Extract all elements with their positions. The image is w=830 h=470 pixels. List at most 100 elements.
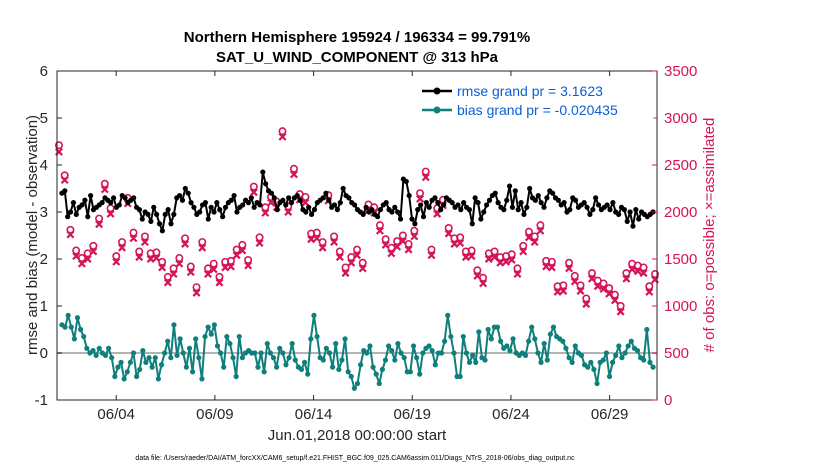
- bias-point: [224, 333, 230, 340]
- bias-point: [445, 312, 451, 318]
- rmse-point: [449, 200, 455, 206]
- left-y-tick-label: 3: [40, 204, 48, 221]
- bias-point: [647, 359, 653, 365]
- bias-point: [594, 380, 600, 387]
- bias-point: [130, 350, 137, 356]
- obs-possible-point: [473, 266, 482, 275]
- obs-possible-point: [456, 233, 465, 242]
- bias-point: [644, 326, 650, 333]
- obs-possible-point: [244, 255, 253, 264]
- bias-point: [208, 331, 214, 337]
- obs-assimilated-point: [330, 238, 339, 247]
- obs-assimilated-point: [536, 226, 545, 235]
- legend-rmse-label: rmse grand pr = 3.1623: [457, 83, 603, 99]
- rmse-point: [466, 207, 473, 213]
- rmse-point: [518, 200, 524, 206]
- obs-possible-point: [530, 232, 539, 241]
- rmse-point: [481, 209, 487, 215]
- bias-point: [628, 338, 634, 344]
- obs-possible-point: [100, 179, 109, 188]
- bias-point: [218, 350, 224, 356]
- obs-assimilated-point: [100, 185, 109, 194]
- obs-possible-point: [610, 290, 619, 299]
- bias-point: [283, 362, 289, 368]
- bias-point: [227, 341, 233, 347]
- rmse-point: [222, 204, 229, 210]
- obs-assimilated-point: [175, 259, 184, 268]
- obs-assimilated-point: [192, 288, 201, 297]
- obs-assimilated-point: [215, 278, 224, 287]
- x-tick-label: 06/19: [393, 406, 431, 423]
- obs-assimilated-point: [238, 246, 247, 255]
- bias-point: [420, 350, 426, 356]
- bias-point: [603, 350, 609, 356]
- obs-possible-point: [140, 232, 149, 241]
- bias-point: [78, 326, 84, 333]
- obs-assimilated-point: [341, 269, 350, 278]
- rmse-point: [188, 200, 194, 206]
- obs-assimilated-point: [278, 132, 287, 141]
- rmse-point: [403, 178, 409, 185]
- obs-possible-point: [118, 238, 127, 247]
- right-y-tick-label: 1000: [664, 298, 697, 315]
- bias-point: [473, 359, 479, 365]
- x-tick-label: 06/04: [97, 406, 135, 423]
- bias-point: [127, 359, 133, 365]
- rmse-point: [495, 200, 501, 206]
- bias-point: [616, 343, 622, 349]
- bias-point: [211, 322, 217, 328]
- obs-assimilated-point: [467, 252, 476, 261]
- rmse-point: [604, 202, 610, 208]
- rmse-point: [67, 209, 74, 215]
- obs-possible-point: [507, 250, 516, 259]
- x-tick-label: 06/29: [591, 406, 629, 423]
- bias-point: [414, 355, 420, 361]
- bias-point: [193, 336, 199, 342]
- bias-point: [395, 341, 401, 347]
- bias-point: [650, 364, 656, 370]
- rmse-point: [231, 192, 237, 199]
- obs-assimilated-point: [381, 240, 390, 249]
- rmse-point: [331, 202, 338, 208]
- x-tick-label: 06/14: [295, 406, 333, 423]
- rmse-point: [486, 197, 493, 203]
- x-tick-label: 06/09: [196, 406, 234, 423]
- bias-point: [289, 341, 295, 347]
- obs-assimilated-point: [284, 208, 293, 216]
- obs-assimilated-point: [610, 296, 619, 305]
- left-y-tick-label: 2: [40, 251, 48, 268]
- rmse-point: [156, 221, 163, 227]
- right-y-tick-label: 2500: [664, 157, 697, 174]
- bias-point: [106, 345, 112, 351]
- obs-possible-point: [651, 270, 660, 279]
- left-y-axis-label: rmse and bias (model - observation): [24, 115, 41, 355]
- rmse-point: [484, 202, 490, 208]
- bias-point: [146, 355, 152, 361]
- rmse-point: [432, 195, 438, 201]
- rmse-point: [73, 211, 79, 217]
- bias-point: [62, 324, 68, 330]
- rmse-point: [197, 209, 203, 215]
- obs-assimilated-point: [421, 173, 430, 182]
- rmse-point: [492, 190, 498, 196]
- obs-assimilated-point: [410, 232, 419, 241]
- rmse-point: [440, 202, 447, 208]
- obs-possible-point: [169, 264, 178, 273]
- obs-assimilated-point: [490, 253, 499, 262]
- rmse-point: [572, 197, 579, 203]
- rmse-point: [420, 214, 427, 220]
- rmse-point: [621, 207, 627, 213]
- bias-point: [634, 348, 641, 354]
- bias-point: [264, 341, 270, 347]
- rmse-point: [154, 211, 160, 217]
- rmse-point: [139, 216, 145, 222]
- bias-point: [585, 364, 591, 370]
- bias-point: [134, 373, 140, 380]
- obs-assimilated-point: [559, 286, 568, 295]
- obs-assimilated-point: [152, 254, 161, 263]
- bias-point: [336, 366, 342, 373]
- obs-assimilated-point: [588, 274, 596, 283]
- bias-point: [498, 338, 504, 344]
- rmse-point: [550, 190, 556, 196]
- bias-point: [155, 376, 161, 382]
